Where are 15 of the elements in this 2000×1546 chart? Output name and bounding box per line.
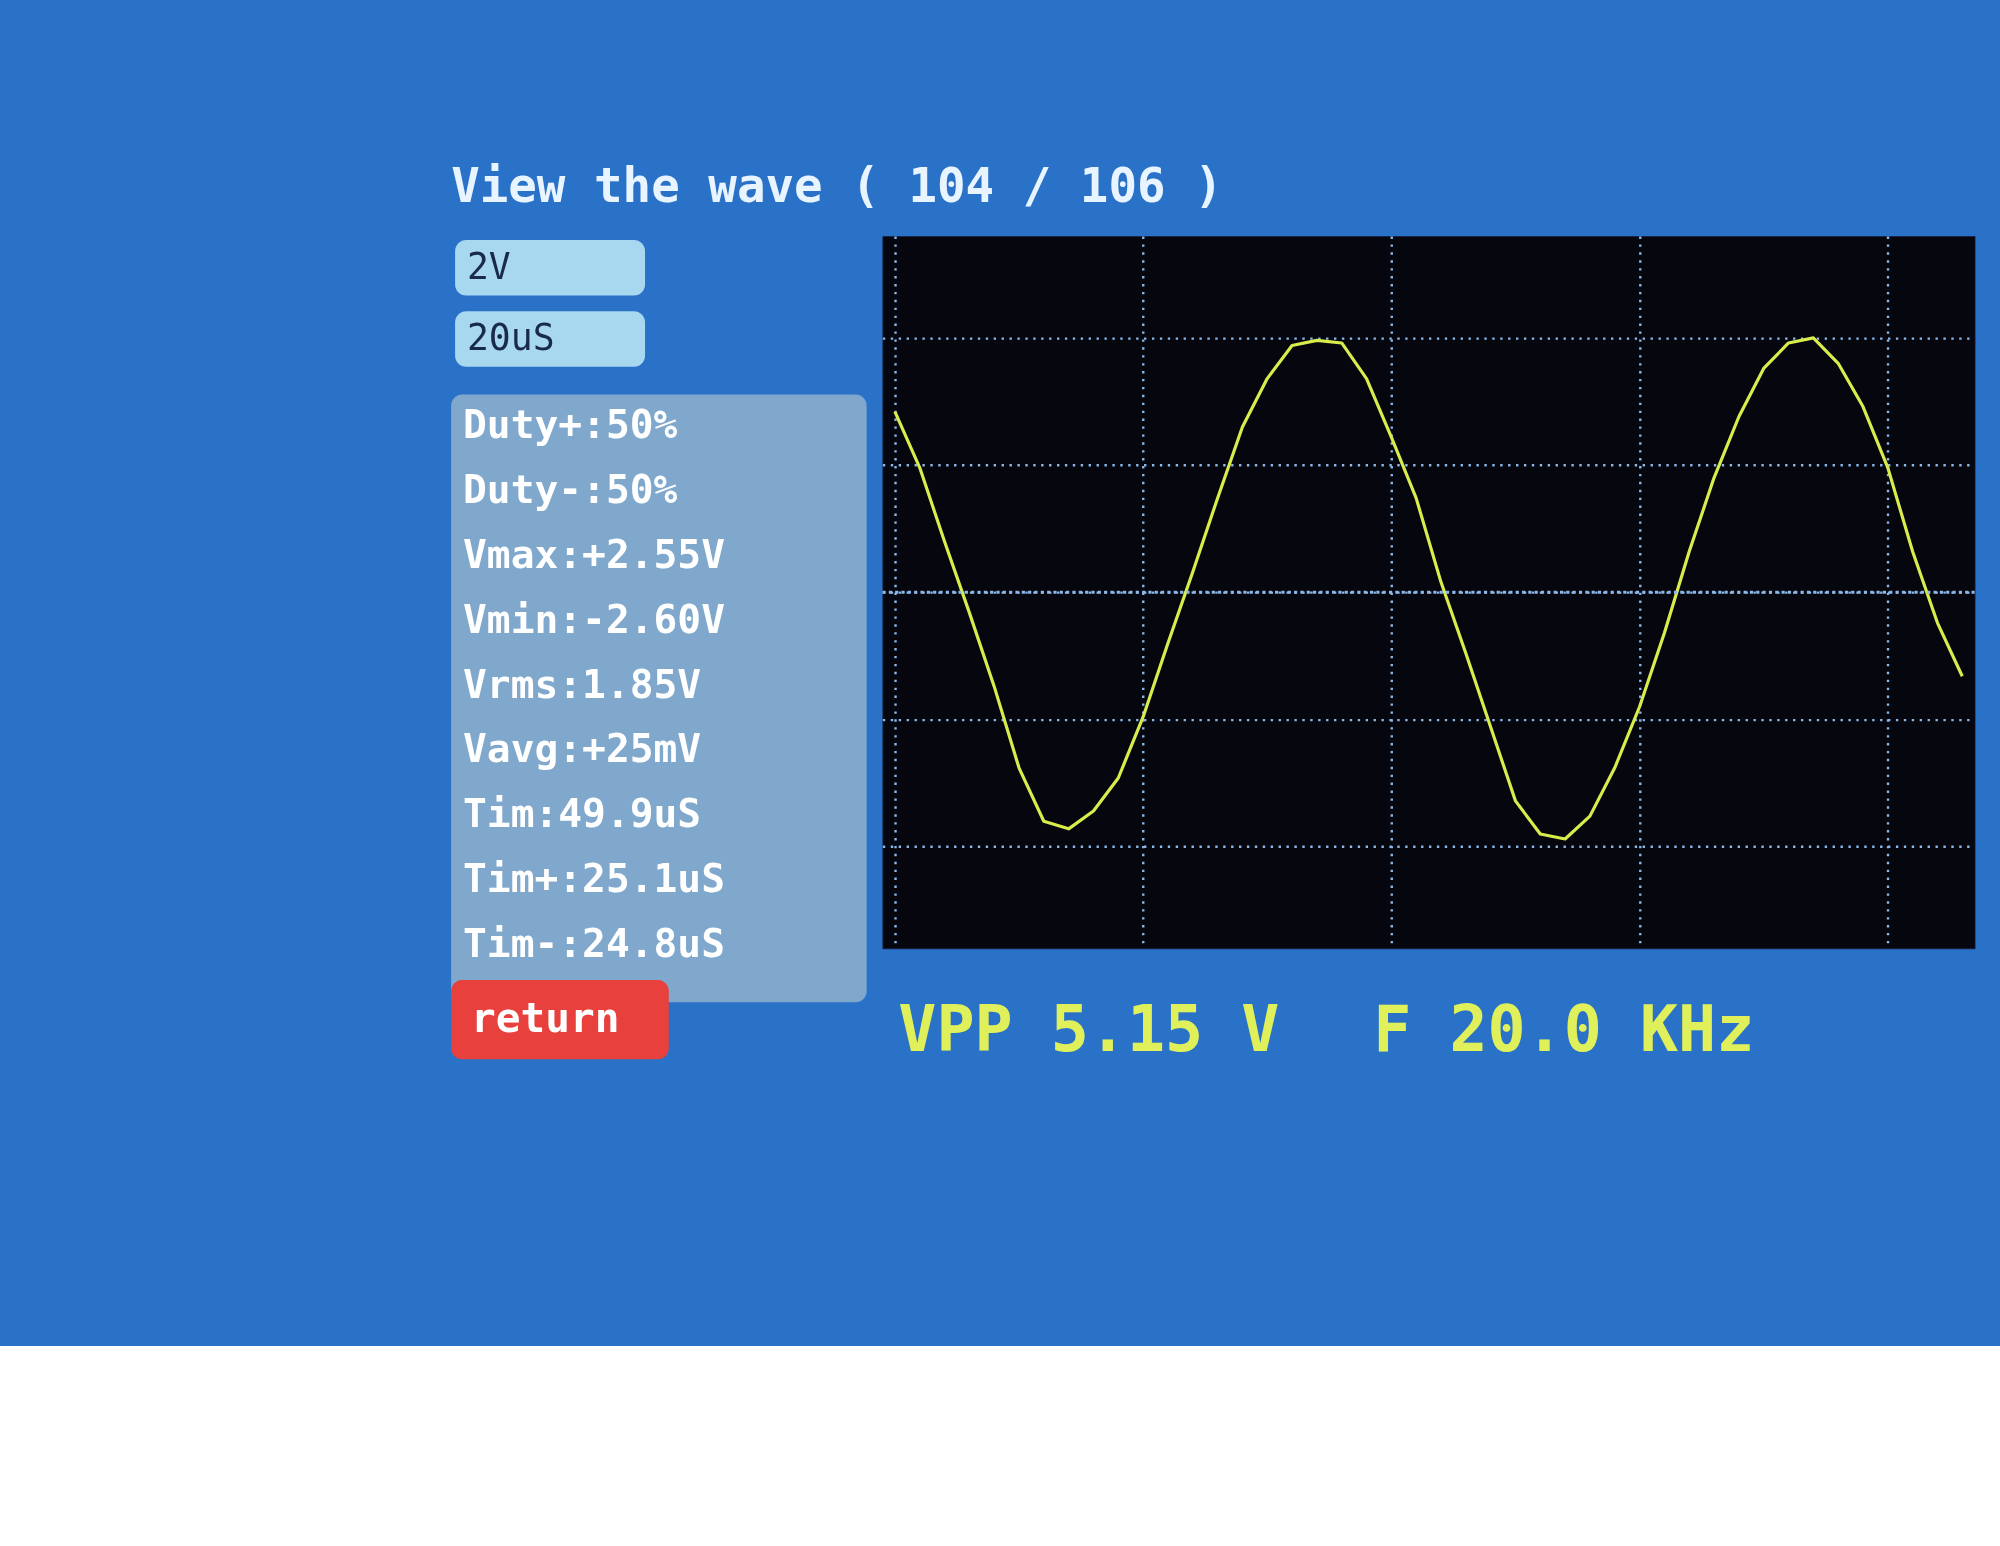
text: Tim-:24.8uS	[463, 920, 726, 967]
text: Tim:49.9uS	[463, 790, 702, 837]
text: Vavg:+25mV	[463, 725, 702, 772]
text: Vrms:1.85V	[463, 660, 702, 707]
text: Duty-:50%	[463, 465, 678, 512]
text: 20uS	[466, 316, 555, 360]
chart-title: View the wave ( 104 / 106 )	[451, 158, 1223, 214]
text: Vmax:+2.55V	[463, 530, 726, 577]
text: return	[470, 994, 620, 1043]
text: Tim+:25.1uS	[463, 855, 726, 902]
text: F 20.0 KHz	[1373, 991, 1755, 1066]
text: VPP 5.15 V	[898, 991, 1280, 1066]
text: 2V	[466, 244, 511, 288]
text: Vmin:-2.60V	[463, 595, 726, 642]
text: Duty+:50%	[463, 400, 678, 447]
